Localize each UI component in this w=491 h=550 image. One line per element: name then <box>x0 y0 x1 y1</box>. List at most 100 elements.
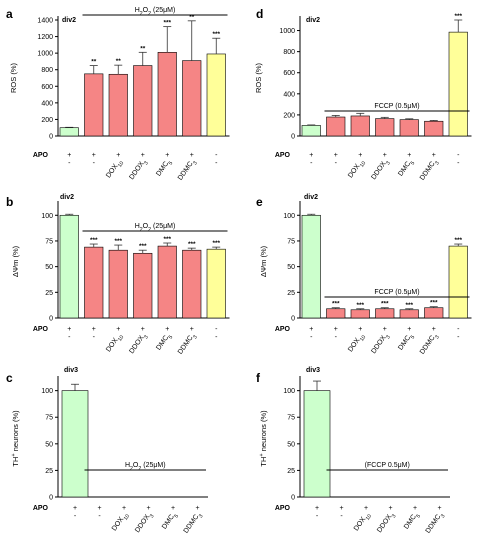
treatment-label: H2O2 (25μM) <box>125 462 166 472</box>
bar <box>157 52 177 137</box>
apo-sign: + <box>315 505 319 512</box>
apo-sign: + <box>165 326 169 333</box>
y-tick-label: 50 <box>287 441 295 448</box>
apo-sign: + <box>407 326 411 333</box>
condition-label: - <box>310 160 313 167</box>
condition-label: - <box>310 334 313 341</box>
bar <box>399 309 419 319</box>
bar <box>84 73 104 137</box>
condition-label: - <box>335 160 338 167</box>
y-tick-label: 400 <box>41 100 53 107</box>
y-tick-label: 0 <box>49 495 53 502</box>
bar <box>375 308 395 319</box>
y-tick-label: 25 <box>45 290 53 297</box>
y-tick-label: 1000 <box>279 28 295 35</box>
apo-sign: - <box>215 152 218 159</box>
y-axis-label: ROS (%) <box>9 62 18 93</box>
significance-mark: *** <box>454 13 462 20</box>
y-axis-label: ΔΨm (%) <box>11 245 20 277</box>
apo-sign: + <box>116 326 120 333</box>
condition-label: DDOX3 <box>128 332 150 357</box>
div-label: div2 <box>304 194 318 201</box>
apo-sign: + <box>141 152 145 159</box>
apo-sign: + <box>141 326 145 333</box>
apo-sign: + <box>67 326 71 333</box>
y-tick-label: 100 <box>283 213 295 220</box>
apo-sign: + <box>116 152 120 159</box>
panel-label: f <box>256 371 261 385</box>
condition-label: DMC5 <box>161 511 180 532</box>
condition-label: - <box>457 160 460 167</box>
significance-mark: *** <box>212 240 220 247</box>
apo-sign: + <box>358 152 362 159</box>
condition-label: DMC5 <box>155 332 174 353</box>
apo-sign: + <box>146 505 150 512</box>
treatment-label: H2O2 (25μM) <box>135 7 176 17</box>
significance-mark: *** <box>114 238 122 245</box>
y-tick-label: 100 <box>41 388 53 395</box>
y-tick-label: 1000 <box>37 51 53 58</box>
bar <box>301 214 321 319</box>
significance-mark: *** <box>139 243 147 250</box>
apo-sign: + <box>67 152 71 159</box>
condition-label: - <box>93 334 96 341</box>
y-axis-label: TH+ neurons (%) <box>11 410 20 467</box>
apo-sign: + <box>432 152 436 159</box>
bar <box>133 252 153 319</box>
apo-sign: + <box>383 152 387 159</box>
treatment-label: H2O2 (25μM) <box>135 223 176 233</box>
condition-label: - <box>74 513 77 520</box>
bar <box>108 249 128 319</box>
y-tick-label: 200 <box>41 117 53 124</box>
significance-mark: *** <box>405 302 413 309</box>
condition-label: DOX10 <box>111 511 131 534</box>
bar <box>375 118 395 137</box>
panel-label: e <box>256 195 263 209</box>
apo-label: APO <box>275 152 291 159</box>
apo-sign: + <box>339 505 343 512</box>
treatment-label: FCCP (0.5μM) <box>374 103 419 110</box>
condition-label: DDMC3 <box>425 511 447 536</box>
bar <box>424 307 444 319</box>
condition-label: DDOX3 <box>134 511 156 536</box>
bar <box>399 119 419 137</box>
bar <box>157 245 177 319</box>
panel-label: a <box>6 7 13 21</box>
apo-sign: + <box>309 326 313 333</box>
apo-sign: + <box>383 326 387 333</box>
condition-label: DMC5 <box>397 332 416 353</box>
bar <box>326 116 346 137</box>
bar <box>206 53 226 137</box>
condition-label: DDMC3 <box>183 511 205 536</box>
y-axis-label: ROS (%) <box>254 62 263 93</box>
condition-label: - <box>68 160 71 167</box>
bar <box>424 120 444 137</box>
condition-label: DDOX3 <box>376 511 398 536</box>
y-axis-label: TH+ neurons (%) <box>259 410 268 467</box>
panel-label: d <box>256 7 263 21</box>
condition-label: DDOX3 <box>370 158 392 183</box>
apo-sign: + <box>92 152 96 159</box>
y-tick-label: 600 <box>283 70 295 77</box>
significance-mark: *** <box>356 302 364 309</box>
y-tick-label: 75 <box>45 238 53 245</box>
bar <box>61 390 89 498</box>
y-tick-label: 800 <box>41 67 53 74</box>
div-label: div3 <box>306 367 320 374</box>
y-tick-label: 100 <box>41 213 53 220</box>
y-tick-label: 0 <box>291 134 295 141</box>
bar <box>59 214 79 319</box>
apo-label: APO <box>275 505 291 512</box>
y-tick-label: 75 <box>287 238 295 245</box>
apo-sign: + <box>388 505 392 512</box>
div-label: div2 <box>306 17 320 24</box>
bar <box>84 246 104 319</box>
condition-label: DOX10 <box>347 158 367 181</box>
bar <box>182 249 202 319</box>
condition-label: - <box>93 160 96 167</box>
apo-sign: + <box>309 152 313 159</box>
apo-sign: - <box>457 152 460 159</box>
panel-label: c <box>6 371 13 385</box>
significance-mark: *** <box>188 241 196 248</box>
